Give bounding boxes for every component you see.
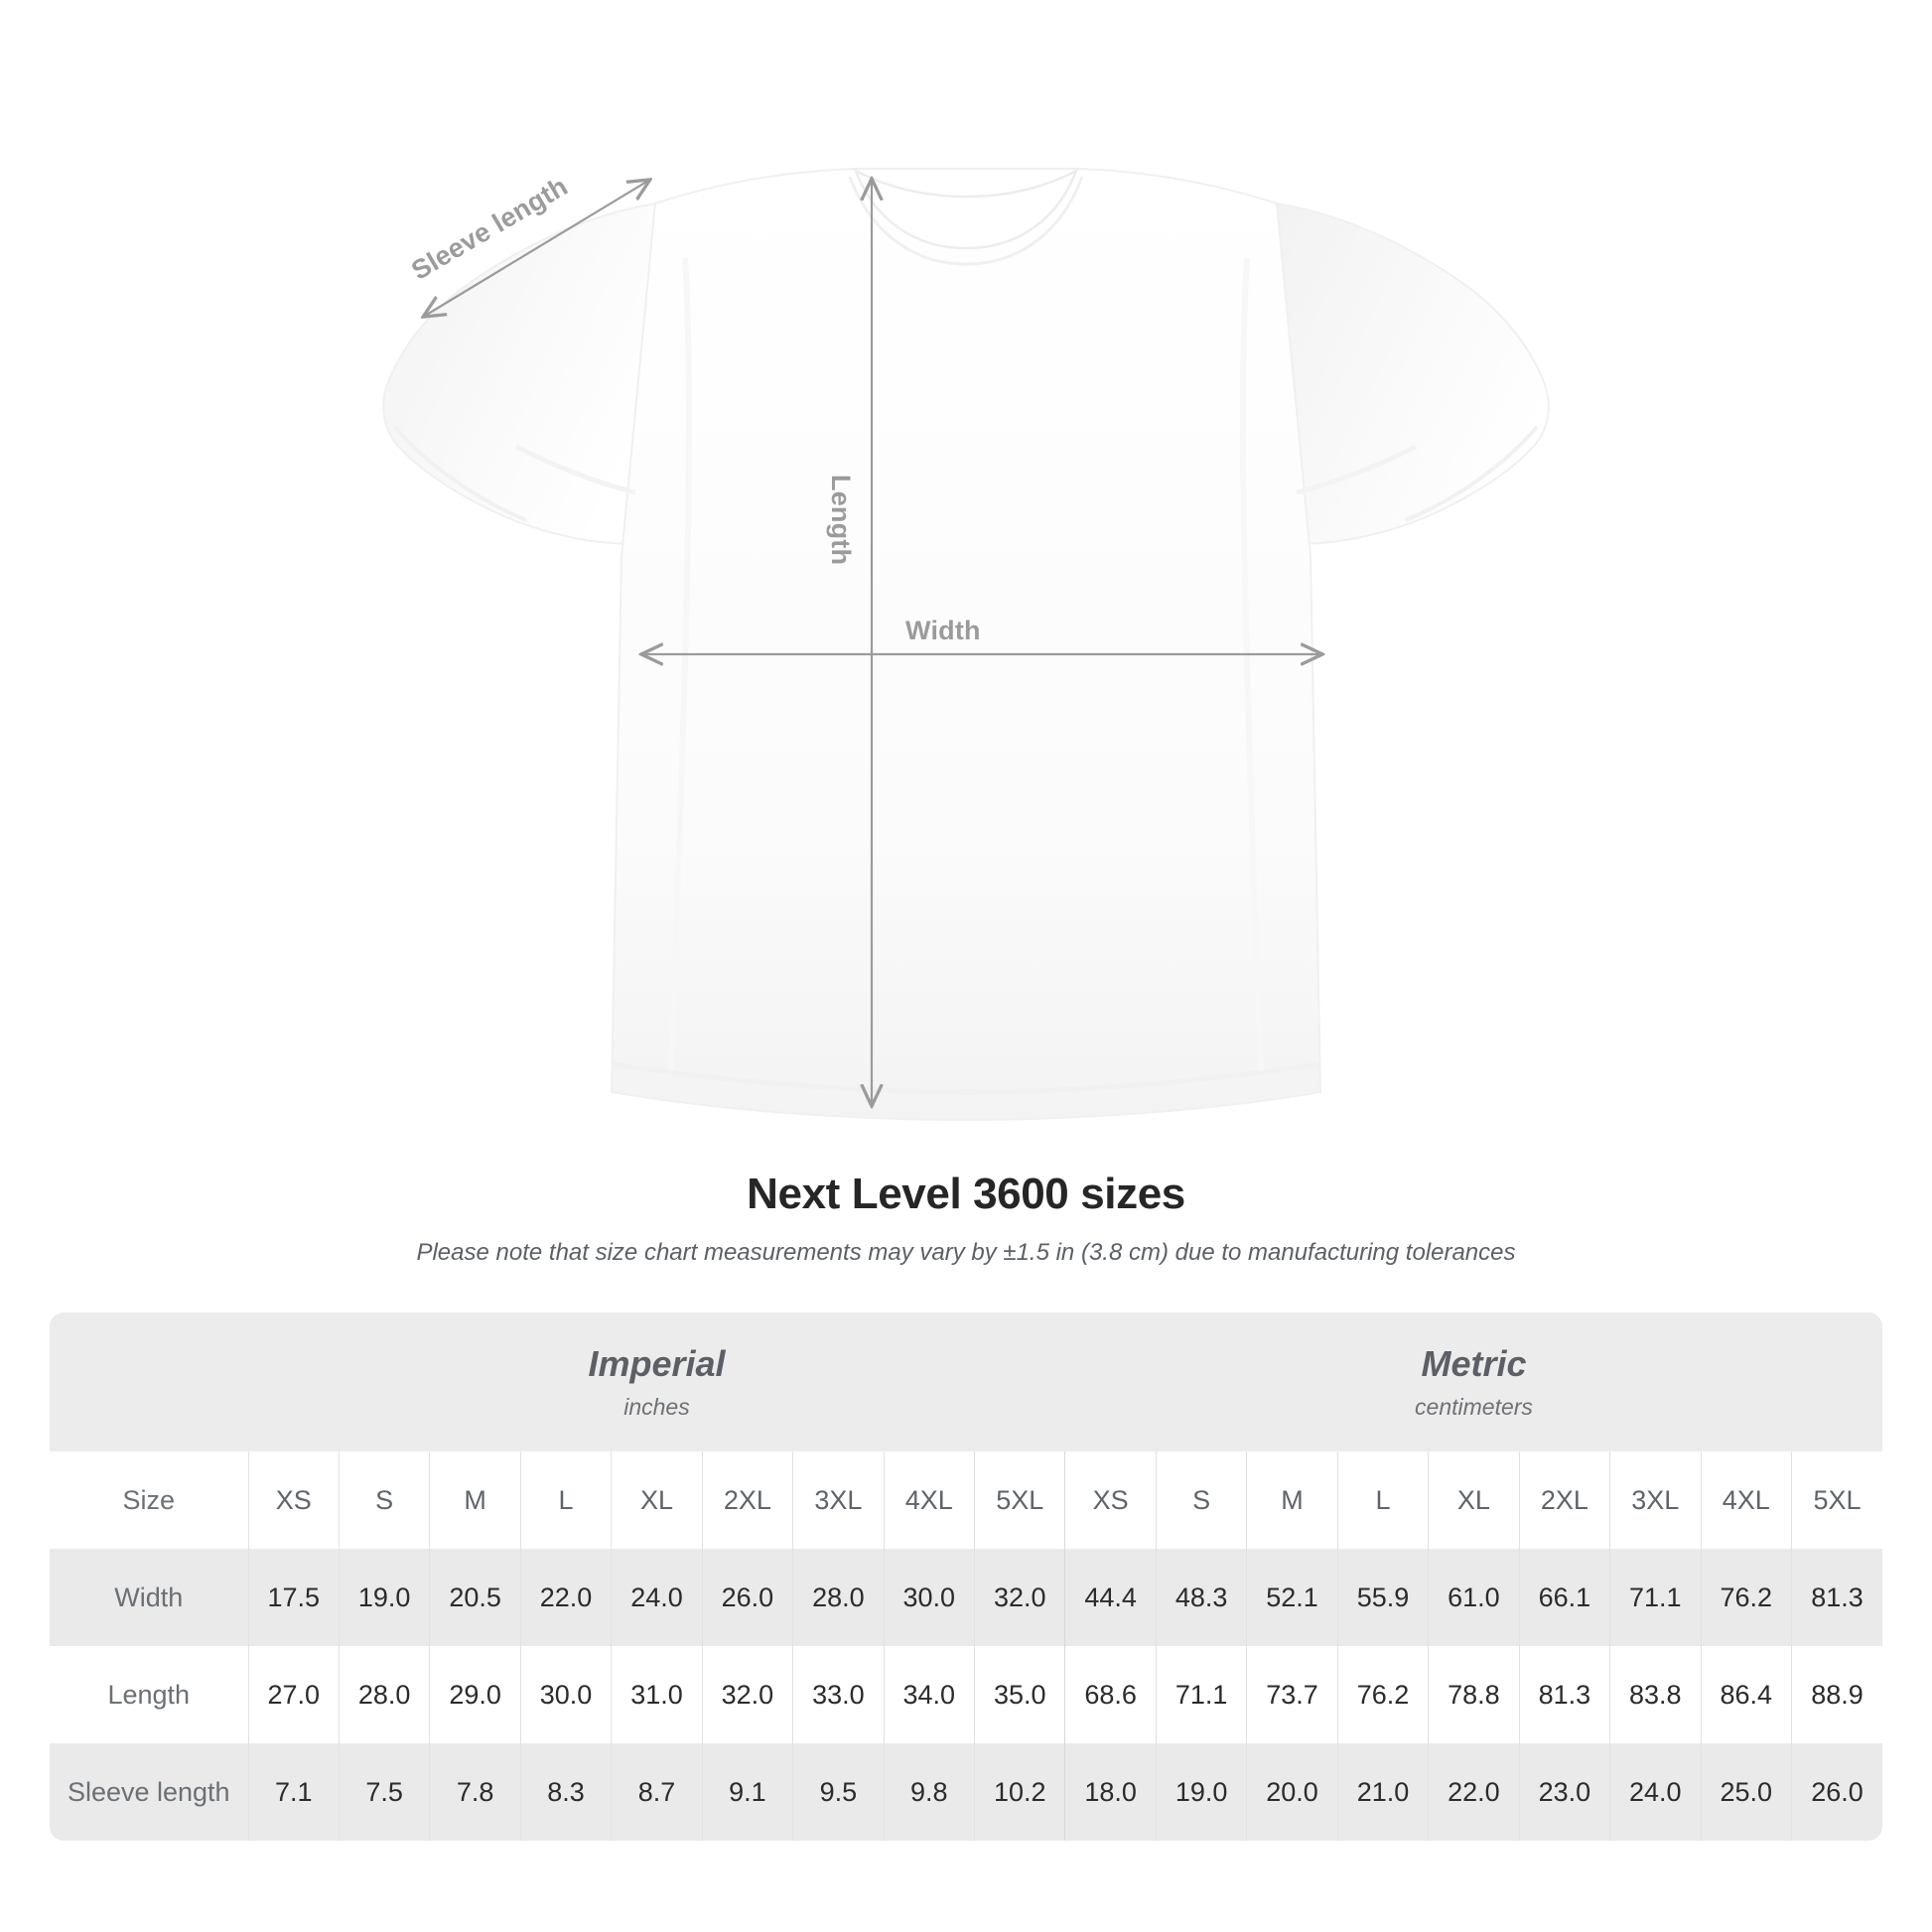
- length-label: Length: [826, 475, 856, 566]
- size-col-imperial-m: M: [429, 1451, 521, 1549]
- tshirt-illustration: [382, 168, 1550, 1122]
- width-metric-m: 52.1: [1246, 1549, 1338, 1646]
- size-header-row: Size XS S M L XL 2XL 3XL 4XL 5XL XS S M …: [50, 1451, 1882, 1549]
- sleeve-imperial-2xl: 9.1: [701, 1743, 793, 1841]
- length-imperial-xl: 31.0: [611, 1646, 703, 1743]
- width-metric-4xl: 76.2: [1700, 1549, 1792, 1646]
- sleeve-metric-2xl: 23.0: [1518, 1743, 1610, 1841]
- measurement-arrows: [425, 181, 1320, 1104]
- size-col-imperial-5xl: 5XL: [973, 1451, 1065, 1549]
- width-metric-l: 55.9: [1336, 1549, 1429, 1646]
- sleeve-imperial-5xl: 10.2: [973, 1743, 1065, 1841]
- size-col-metric-5xl: 5XL: [1790, 1451, 1882, 1549]
- table-row: Length 27.0 28.0 29.0 30.0 31.0 32.0 33.…: [50, 1646, 1882, 1743]
- size-row-label: Size: [50, 1451, 248, 1549]
- width-imperial-4xl: 30.0: [883, 1549, 975, 1646]
- title-block: Next Level 3600 sizes Please note that s…: [0, 1170, 1932, 1267]
- length-metric-2xl: 81.3: [1518, 1646, 1610, 1743]
- width-metric-3xl: 71.1: [1609, 1549, 1701, 1646]
- table-row: Sleeve length 7.1 7.5 7.8 8.3 8.7 9.1 9.…: [50, 1743, 1882, 1841]
- shirt-diagram: Sleeve length Length Width: [382, 168, 1550, 1122]
- table-row: Width 17.5 19.0 20.5 22.0 24.0 26.0 28.0…: [50, 1549, 1882, 1646]
- sleeve-metric-4xl: 25.0: [1700, 1743, 1792, 1841]
- size-col-imperial-4xl: 4XL: [883, 1451, 975, 1549]
- row-label-width: Width: [50, 1549, 248, 1646]
- metric-header-cell: Metric centimeters: [1064, 1312, 1882, 1451]
- sleeve-metric-xl: 22.0: [1428, 1743, 1520, 1841]
- sleeve-imperial-xl: 8.7: [611, 1743, 703, 1841]
- sleeve-metric-l: 21.0: [1336, 1743, 1429, 1841]
- size-col-imperial-xl: XL: [611, 1451, 703, 1549]
- size-col-metric-s: S: [1155, 1451, 1247, 1549]
- sleeve-imperial-3xl: 9.5: [792, 1743, 885, 1841]
- size-col-imperial-2xl: 2XL: [701, 1451, 793, 1549]
- page-title: Next Level 3600 sizes: [747, 1170, 1185, 1218]
- width-metric-xs: 44.4: [1064, 1549, 1157, 1646]
- unit-banner-row: Imperial inches Metric centimeters: [50, 1312, 1882, 1451]
- metric-system-label: Metric: [1421, 1342, 1527, 1384]
- length-metric-4xl: 86.4: [1700, 1646, 1792, 1743]
- size-col-imperial-l: L: [519, 1451, 612, 1549]
- sleeve-length-arrow: [425, 181, 648, 316]
- width-imperial-l: 22.0: [519, 1549, 612, 1646]
- size-col-metric-4xl: 4XL: [1700, 1451, 1792, 1549]
- size-col-metric-3xl: 3XL: [1609, 1451, 1701, 1549]
- size-col-metric-l: L: [1336, 1451, 1429, 1549]
- length-metric-3xl: 83.8: [1609, 1646, 1701, 1743]
- sleeve-imperial-l: 8.3: [519, 1743, 612, 1841]
- row-label-sleeve-length: Sleeve length: [50, 1743, 248, 1841]
- length-imperial-4xl: 34.0: [883, 1646, 975, 1743]
- size-col-metric-2xl: 2XL: [1518, 1451, 1610, 1549]
- length-imperial-2xl: 32.0: [701, 1646, 793, 1743]
- sleeve-imperial-s: 7.5: [338, 1743, 430, 1841]
- sleeve-metric-3xl: 24.0: [1609, 1743, 1701, 1841]
- width-label: Width: [905, 616, 981, 645]
- length-imperial-l: 30.0: [519, 1646, 612, 1743]
- size-col-imperial-xs: XS: [247, 1451, 340, 1549]
- size-table-wrapper: Imperial inches Metric centimeters Size …: [50, 1312, 1882, 1841]
- width-imperial-m: 20.5: [429, 1549, 521, 1646]
- size-chart-table: Imperial inches Metric centimeters Size …: [50, 1312, 1882, 1841]
- imperial-system-label: Imperial: [588, 1342, 726, 1384]
- length-imperial-s: 28.0: [338, 1646, 430, 1743]
- sleeve-metric-m: 20.0: [1246, 1743, 1338, 1841]
- size-col-imperial-3xl: 3XL: [792, 1451, 885, 1549]
- imperial-unit-label: inches: [623, 1393, 690, 1420]
- metric-unit-label: centimeters: [1415, 1393, 1533, 1420]
- length-imperial-m: 29.0: [429, 1646, 521, 1743]
- length-imperial-xs: 27.0: [247, 1646, 340, 1743]
- length-metric-m: 73.7: [1246, 1646, 1338, 1743]
- width-metric-2xl: 66.1: [1518, 1549, 1610, 1646]
- length-metric-5xl: 88.9: [1790, 1646, 1882, 1743]
- width-imperial-s: 19.0: [338, 1549, 430, 1646]
- sleeve-metric-s: 19.0: [1155, 1743, 1247, 1841]
- sleeve-metric-5xl: 26.0: [1790, 1743, 1882, 1841]
- length-imperial-3xl: 33.0: [792, 1646, 885, 1743]
- size-col-metric-xl: XL: [1428, 1451, 1520, 1549]
- length-metric-l: 76.2: [1336, 1646, 1429, 1743]
- unit-spacer-cell: [50, 1312, 248, 1451]
- size-col-imperial-s: S: [338, 1451, 430, 1549]
- length-metric-xl: 78.8: [1428, 1646, 1520, 1743]
- width-metric-s: 48.3: [1155, 1549, 1247, 1646]
- imperial-header-cell: Imperial inches: [248, 1312, 1065, 1451]
- size-col-metric-xs: XS: [1064, 1451, 1157, 1549]
- width-imperial-3xl: 28.0: [792, 1549, 885, 1646]
- width-imperial-xl: 24.0: [611, 1549, 703, 1646]
- length-imperial-5xl: 35.0: [973, 1646, 1065, 1743]
- width-metric-xl: 61.0: [1428, 1549, 1520, 1646]
- sleeve-imperial-xs: 7.1: [247, 1743, 340, 1841]
- length-metric-s: 71.1: [1155, 1646, 1247, 1743]
- size-col-metric-m: M: [1246, 1451, 1338, 1549]
- row-label-length: Length: [50, 1646, 248, 1743]
- width-imperial-5xl: 32.0: [973, 1549, 1065, 1646]
- tolerance-note: Please note that size chart measurements…: [416, 1239, 1516, 1266]
- width-imperial-2xl: 26.0: [701, 1549, 793, 1646]
- width-metric-5xl: 81.3: [1790, 1549, 1882, 1646]
- width-imperial-xs: 17.5: [247, 1549, 340, 1646]
- sleeve-imperial-m: 7.8: [429, 1743, 521, 1841]
- sleeve-imperial-4xl: 9.8: [883, 1743, 975, 1841]
- sleeve-metric-xs: 18.0: [1064, 1743, 1157, 1841]
- length-metric-xs: 68.6: [1064, 1646, 1157, 1743]
